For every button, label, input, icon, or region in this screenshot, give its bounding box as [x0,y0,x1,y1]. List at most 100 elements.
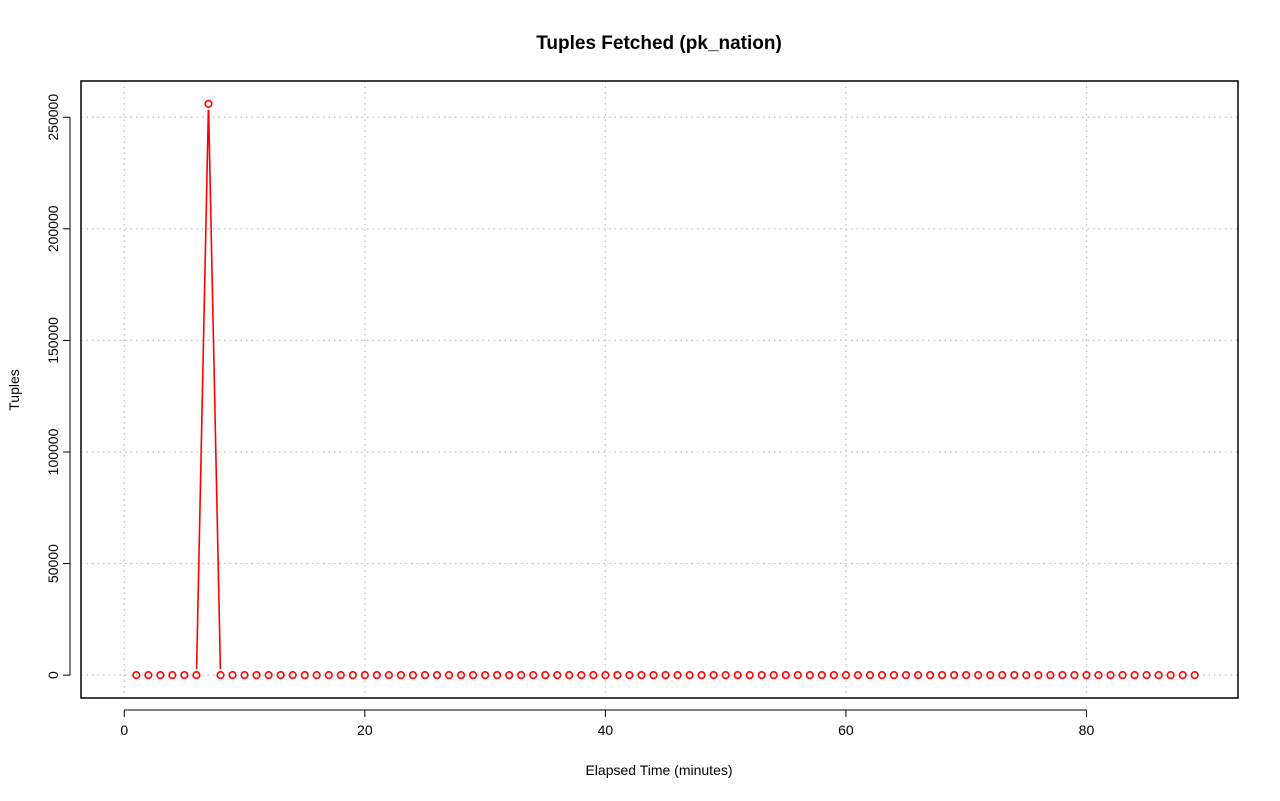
data-point [300,671,309,680]
series-segment [207,109,222,670]
data-point [372,671,381,680]
data-point [1154,671,1163,680]
data-point [889,671,899,680]
y-tick-label: 50000 [45,544,61,583]
data-point [565,671,574,680]
data-point [481,671,490,680]
data-point [685,671,694,680]
data-point [517,671,526,680]
data-point [950,671,959,680]
data-point [974,671,983,680]
data-point [420,671,430,680]
data-point [1166,671,1175,680]
data-point [721,671,730,680]
data-point [264,671,273,680]
data-point [661,671,670,680]
data-point [1142,671,1151,680]
data-point [805,671,814,680]
x-tick-label: 80 [1079,722,1095,738]
data-point [192,671,201,680]
data-point [1022,671,1031,680]
data-point [312,671,321,680]
data-point [228,671,237,680]
data-point [817,671,826,680]
x-tick-label: 0 [120,722,128,738]
data-point [396,671,406,680]
data-point [865,671,875,680]
data-point [541,671,550,680]
data-point [1046,671,1055,680]
data-point [468,671,478,680]
data-point [709,671,718,680]
data-point [637,671,646,680]
data-point [793,671,802,680]
data-point [216,671,225,680]
data-point [577,671,586,680]
data-point [336,671,345,680]
data-point [456,671,466,680]
data-point [938,671,947,680]
x-tick-label: 60 [838,722,854,738]
data-point [613,671,622,680]
plot-frame [80,80,1239,699]
data-point [1118,671,1127,680]
data-point [1094,671,1103,680]
grid [81,81,1238,698]
data-point [204,99,213,108]
data-point [132,671,141,680]
y-tick-label: 0 [45,671,61,679]
data-point [745,671,754,680]
x-axis-label: Elapsed Time (minutes) [585,762,732,778]
data-point [493,671,502,680]
chart-title: Tuples Fetched (pk_nation) [536,33,782,54]
data-point [829,671,838,680]
data-point [1010,671,1019,680]
data-point [168,671,177,680]
data-point [144,671,153,680]
data-point [781,671,790,680]
data-point [733,671,742,680]
data-point [444,671,454,680]
data-point [408,671,418,680]
x-tick-label: 20 [357,722,373,738]
data-point [1130,671,1139,680]
data-point [529,671,538,680]
y-tick-label: 150000 [45,317,61,364]
y-tick-label: 250000 [45,94,61,141]
data-point [432,671,442,680]
data-point [589,671,598,680]
data-point [1190,671,1199,680]
y-axis-label: Tuples [6,369,22,411]
axes: 0 20 40 60 80 0 50000 100000 150000 200000 250000 [45,94,1094,738]
data-point [1034,671,1043,680]
data-point [926,671,935,680]
data-point [553,671,562,680]
data-point [276,671,285,680]
data-point [853,671,863,680]
data-point [1058,671,1067,680]
data-point [841,671,851,680]
y-tick-label: 200000 [45,205,61,252]
data-point [156,671,165,680]
data-point [998,671,1007,680]
data-point [252,671,261,680]
data-point [1106,671,1115,680]
data-point [384,671,393,680]
data-point [901,671,911,680]
data-point [601,671,610,680]
data-point [649,671,658,680]
data-point [769,671,778,680]
data-point [877,671,887,680]
data-point [1070,671,1079,680]
data-point [240,671,249,680]
data-point [348,671,357,680]
y-tick-label: 100000 [45,428,61,475]
series-segment [195,109,210,670]
data-point [757,671,766,680]
x-tick-label: 40 [598,722,614,738]
data-point [913,671,923,680]
data-point [962,671,971,680]
data-point [1178,671,1187,680]
data-point [180,671,189,680]
